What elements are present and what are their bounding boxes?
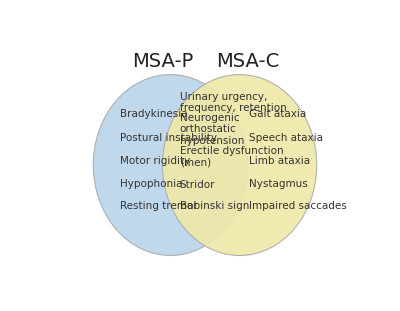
Text: Neurogenic
orthostatic
hypotension: Neurogenic orthostatic hypotension — [180, 113, 244, 146]
Text: Stridor: Stridor — [180, 180, 215, 190]
Text: Postural instability: Postural instability — [120, 133, 217, 143]
Text: Erectile dysfunction
(men): Erectile dysfunction (men) — [180, 146, 283, 168]
Text: Gait ataxia: Gait ataxia — [249, 109, 306, 119]
Text: Motor rigidity: Motor rigidity — [120, 156, 190, 166]
Ellipse shape — [162, 75, 317, 256]
Text: Babinski sign: Babinski sign — [180, 201, 249, 211]
Ellipse shape — [93, 75, 248, 256]
Text: Impaired saccades: Impaired saccades — [249, 201, 347, 211]
Text: MSA-C: MSA-C — [216, 52, 279, 71]
Text: Speech ataxia: Speech ataxia — [249, 133, 323, 143]
Text: Nystagmus: Nystagmus — [249, 179, 308, 189]
Text: Hypophonia: Hypophonia — [120, 179, 182, 189]
Text: Bradykinesia: Bradykinesia — [120, 109, 188, 119]
Text: Limb ataxia: Limb ataxia — [249, 156, 310, 166]
Text: Urinary urgency,
frequency, retention: Urinary urgency, frequency, retention — [180, 92, 286, 113]
Text: MSA-P: MSA-P — [132, 52, 193, 71]
Text: Resting tremor: Resting tremor — [120, 201, 198, 211]
